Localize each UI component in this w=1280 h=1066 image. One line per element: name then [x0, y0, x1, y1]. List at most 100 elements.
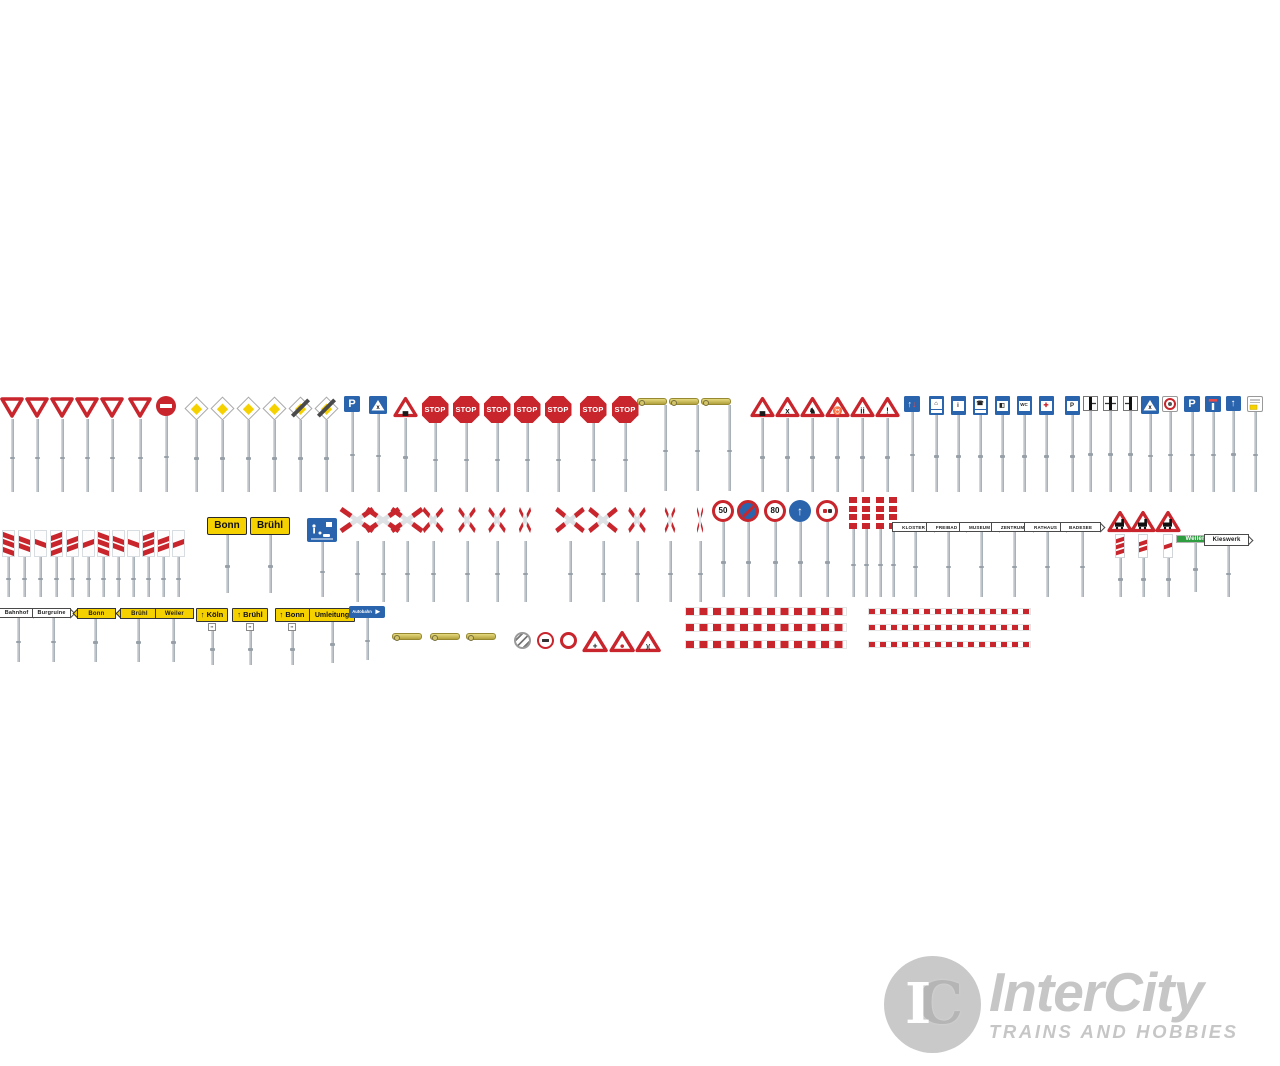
sign-town-br-hl: Brühl — [247, 517, 293, 593]
sign-face — [701, 398, 731, 406]
sign-service: i — [950, 396, 966, 492]
sign-speed-50: 50 — [712, 500, 734, 597]
sign-face: ▄ — [392, 396, 418, 418]
sign-bake — [111, 530, 125, 597]
sign-pole — [600, 541, 606, 602]
sign-pole — [999, 415, 1005, 492]
sign-pole — [84, 419, 90, 492]
sign-pole — [245, 420, 251, 492]
sign-pole — [9, 419, 15, 492]
sign-dirplate-bonn: Bonn — [72, 608, 116, 662]
sign-yield — [0, 396, 25, 492]
sign-pole — [34, 419, 40, 492]
sign-bake — [96, 530, 110, 597]
sign-pole — [21, 557, 27, 597]
sign-akreuz — [619, 504, 655, 602]
sign-face — [559, 632, 577, 649]
sign-face — [24, 396, 50, 419]
sign-pole — [109, 419, 115, 492]
sign-pole — [524, 423, 530, 492]
sign-warn: ♉ — [824, 396, 850, 492]
sign-face: WC — [1016, 396, 1032, 415]
sign-bake — [65, 530, 79, 597]
sign-pole — [1147, 414, 1153, 492]
sign-pole — [59, 419, 65, 492]
sign-umleitung-umleitung: Umleitung — [308, 608, 356, 663]
sign-pole — [909, 412, 915, 492]
logo-subtitle: TRAINS AND HOBBIES — [989, 1020, 1239, 1042]
sign-pole — [622, 423, 628, 492]
sign-lamp — [466, 633, 496, 641]
sign-face — [1205, 396, 1221, 412]
sign-face — [867, 624, 1031, 631]
sign-face — [127, 396, 153, 419]
sign-face — [111, 530, 125, 557]
sign-pole — [69, 557, 75, 597]
sign-pole — [494, 423, 500, 492]
intercity-monogram-icon: C I — [884, 956, 981, 1053]
sign-priority — [235, 395, 261, 492]
sign-face — [816, 500, 838, 522]
sign-pole — [402, 418, 408, 492]
sign-pole — [267, 535, 273, 593]
sign-pole — [37, 557, 43, 597]
sign-parking-p: P — [344, 396, 360, 492]
sign-face — [415, 504, 451, 541]
sign-face: STOP — [579, 396, 607, 423]
sign-face: STOP — [513, 396, 541, 423]
sign-face: ii — [849, 396, 875, 418]
sign-ahead-only: ↑ — [789, 500, 811, 597]
sign-warn: )( — [635, 630, 661, 653]
sign-face — [1107, 510, 1133, 558]
sign-stop-stop: STOP — [544, 396, 572, 492]
sign-face: i — [950, 396, 966, 415]
sign-akreuz — [552, 504, 588, 602]
sign-pole — [784, 418, 790, 492]
sign-pole — [209, 630, 215, 665]
sign-face: STOP — [544, 396, 572, 423]
sign-pole — [859, 418, 865, 492]
sign-face — [669, 398, 699, 406]
sign-face — [96, 530, 110, 557]
sign-pole — [1069, 415, 1075, 492]
sign-pole — [329, 622, 335, 663]
sign-pole — [890, 528, 896, 597]
sign-akreuz — [449, 504, 485, 602]
sign-end-restr — [513, 632, 531, 649]
sign-face — [171, 530, 185, 557]
svg-text:♉: ♉ — [832, 406, 842, 416]
sign-pole — [5, 557, 11, 597]
sign-face: Bonn — [207, 517, 247, 535]
sign-pole — [1127, 411, 1133, 492]
sign-pole — [933, 415, 939, 492]
sign-stop-stop: STOP — [513, 396, 541, 492]
sign-pole — [85, 557, 91, 597]
sign-face: ↑ Köln ▪▪ — [195, 608, 229, 631]
sign-warn: ♞ — [799, 396, 825, 492]
sign-lamp — [701, 398, 732, 491]
sign-face — [536, 632, 554, 649]
sign-pole — [289, 630, 295, 665]
sign-face — [1102, 396, 1118, 411]
sign-pole — [464, 541, 470, 602]
svg-text:▄: ▄ — [759, 407, 765, 417]
sign-pole — [319, 542, 325, 597]
sign-face — [1247, 396, 1263, 412]
sign-pole — [1044, 532, 1050, 597]
sign-pole — [1043, 415, 1049, 492]
sign-pole — [92, 619, 98, 662]
sign-bake — [156, 530, 170, 597]
sign-face — [867, 608, 1031, 615]
sign-yield — [127, 396, 153, 492]
sign-beacon4 — [862, 497, 870, 597]
sign-noentry — [156, 396, 176, 492]
sign-face: Autobahn ► — [349, 606, 385, 618]
sign-face: ● — [609, 630, 635, 653]
sign-face — [141, 530, 155, 557]
sign-face — [99, 396, 125, 419]
sign-face: ! — [874, 396, 900, 418]
sign-akreuz — [389, 504, 425, 602]
sign-pole — [912, 532, 918, 597]
sign-face: STOP — [421, 396, 449, 423]
sign-face — [862, 497, 870, 529]
